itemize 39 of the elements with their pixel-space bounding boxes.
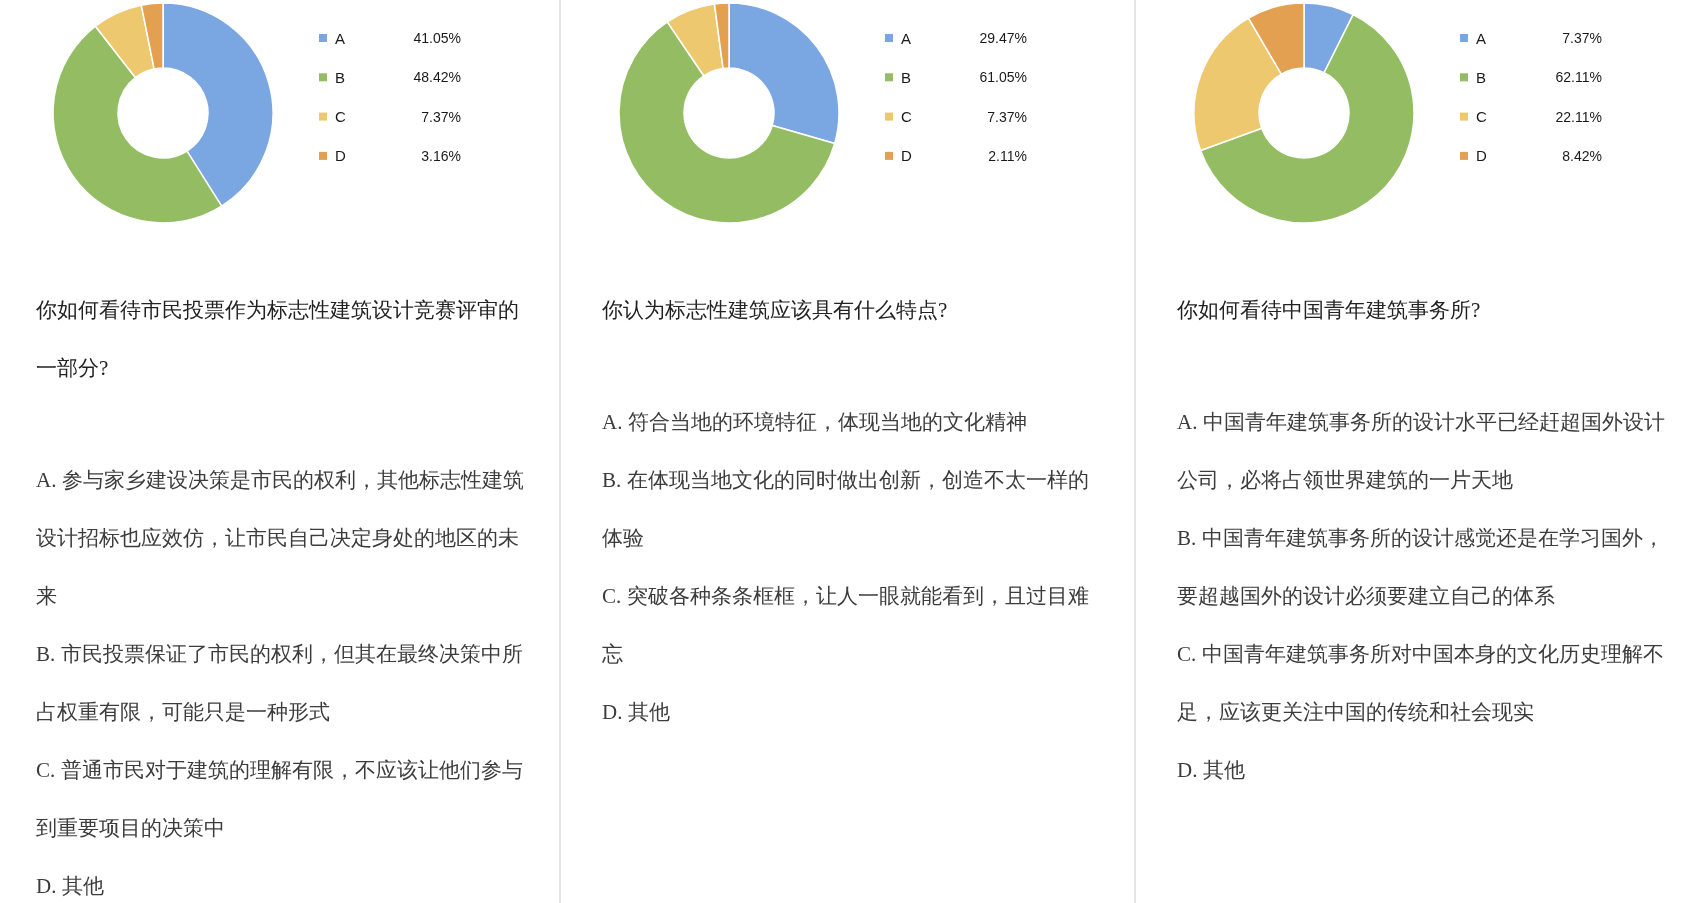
text: C. 突破各种条条框框，让人一眼就能看到，且过目难忘 — [602, 584, 1089, 666]
data-label: 7.37% — [421, 108, 461, 125]
data-label: 7.37% — [987, 108, 1027, 125]
legend-label: D — [335, 147, 346, 165]
text: D. 其他 — [1177, 757, 1246, 784]
text: C. 中国青年建筑事务所对中国本身的文化历史理解不足，应该更关注中国的传统和社会现实 — [1177, 642, 1664, 724]
text: A. 中国青年建筑事务所的设计水平已经赶超国外设计公司，必将占领世界建筑的一片天地 — [1177, 410, 1665, 492]
data-label: 8.42% — [1562, 147, 1602, 164]
chart-title: 你如何看待市民投票作为标志性建筑设计竞赛评审的一部分? — [36, 298, 519, 380]
text: D. 其他 — [602, 699, 671, 726]
data-label: 2.11% — [988, 147, 1027, 164]
data-label: 22.11% — [1555, 108, 1602, 125]
data-label: 3.16% — [421, 147, 461, 164]
data-label: 62.11% — [1555, 69, 1602, 86]
data-label: 29.47% — [979, 30, 1027, 46]
text: 你认为标志性建筑应该具有什么特点? — [602, 297, 949, 324]
legend-label: C — [1476, 108, 1487, 126]
data-label: 41.05% — [413, 30, 461, 46]
data-label: 48.42% — [413, 69, 461, 86]
legend-label: D — [1476, 147, 1487, 165]
legend-label: A — [901, 29, 912, 47]
data-label: 61.05% — [979, 69, 1027, 86]
text: 你如何看待中国青年建筑事务所? — [1177, 297, 1482, 324]
legend-label: C — [901, 108, 912, 126]
legend-label: B — [1476, 68, 1487, 86]
text: A. 符合当地的环境特征，体现当地的文化精神 — [602, 409, 1028, 436]
legend-label: B — [901, 68, 912, 86]
legend-label: D — [901, 147, 912, 165]
text: C. 普通市民对于建筑的理解有限，不应该让他们参与到重要项目的决策中 — [36, 758, 523, 840]
text: D. 其他 — [36, 873, 105, 900]
legend-label: A — [335, 29, 346, 47]
legend-label: A — [1476, 29, 1487, 47]
legend-label: C — [335, 108, 346, 126]
legend-label: B — [335, 68, 346, 86]
data-label: 7.37% — [1562, 30, 1602, 46]
text: A. 参与家乡建设决策是市民的权利，其他标志性建筑设计招标也应效仿，让市民自己决定身处的地区的未来 — [36, 468, 524, 608]
text: B. 市民投票保证了市民的权利，但其在最终决策中所占权重有限，可能只是一种形式 — [36, 642, 523, 724]
text: B. 中国青年建筑事务所的设计感觉还是在学习国外，要超越国外的设计必须要建立自己的体系 — [1177, 526, 1664, 608]
text: B. 在体现当地文化的同时做出创新，创造不太一样的体验 — [602, 468, 1089, 550]
